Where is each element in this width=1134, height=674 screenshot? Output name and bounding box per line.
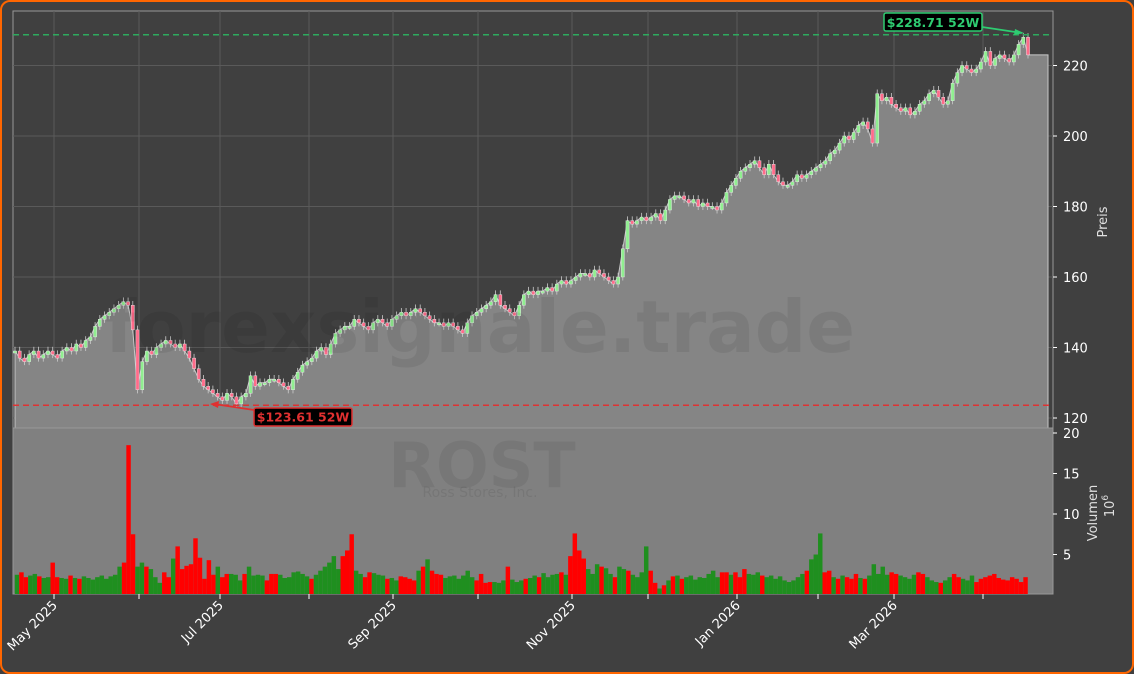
price-tick: 220 xyxy=(1063,60,1088,75)
price-tick: 180 xyxy=(1063,201,1088,216)
price-panel xyxy=(12,10,1054,429)
volume-axis-label: Volumen xyxy=(1086,485,1101,542)
high-52w-annotation: $228.71 52W xyxy=(883,12,1024,35)
date-tick: Jan 2026 xyxy=(692,598,744,650)
watermark: forexsignale.trade xyxy=(105,285,855,369)
date-tick: Mar 2026 xyxy=(847,598,901,652)
date-tick: Sep 2025 xyxy=(346,598,400,652)
price-tick: 120 xyxy=(1063,412,1088,427)
volume-tick: 20 xyxy=(1063,427,1080,442)
volume-tick: 5 xyxy=(1063,549,1071,564)
price-tick: 160 xyxy=(1063,271,1088,286)
price-axis-label: Preis xyxy=(1096,206,1111,237)
svg-text:$228.71 52W: $228.71 52W xyxy=(887,15,980,30)
date-tick: Jul 2025 xyxy=(178,598,227,647)
volume-scale-label: 106 xyxy=(1101,495,1118,518)
company-watermark: Ross Stores, Inc. xyxy=(422,485,537,501)
volume-tick: 10 xyxy=(1063,508,1080,523)
price-tick: 200 xyxy=(1063,130,1088,145)
volume-panel xyxy=(12,427,1054,595)
volume-tick: 15 xyxy=(1063,468,1080,483)
date-tick: Nov 2025 xyxy=(524,598,579,653)
date-tick: May 2025 xyxy=(5,598,61,654)
low-52w-annotation: $123.61 52W xyxy=(210,401,353,427)
ticker-watermark: ROST xyxy=(388,429,575,502)
price-tick: 140 xyxy=(1063,342,1088,357)
svg-text:$123.61 52W: $123.61 52W xyxy=(257,410,350,425)
